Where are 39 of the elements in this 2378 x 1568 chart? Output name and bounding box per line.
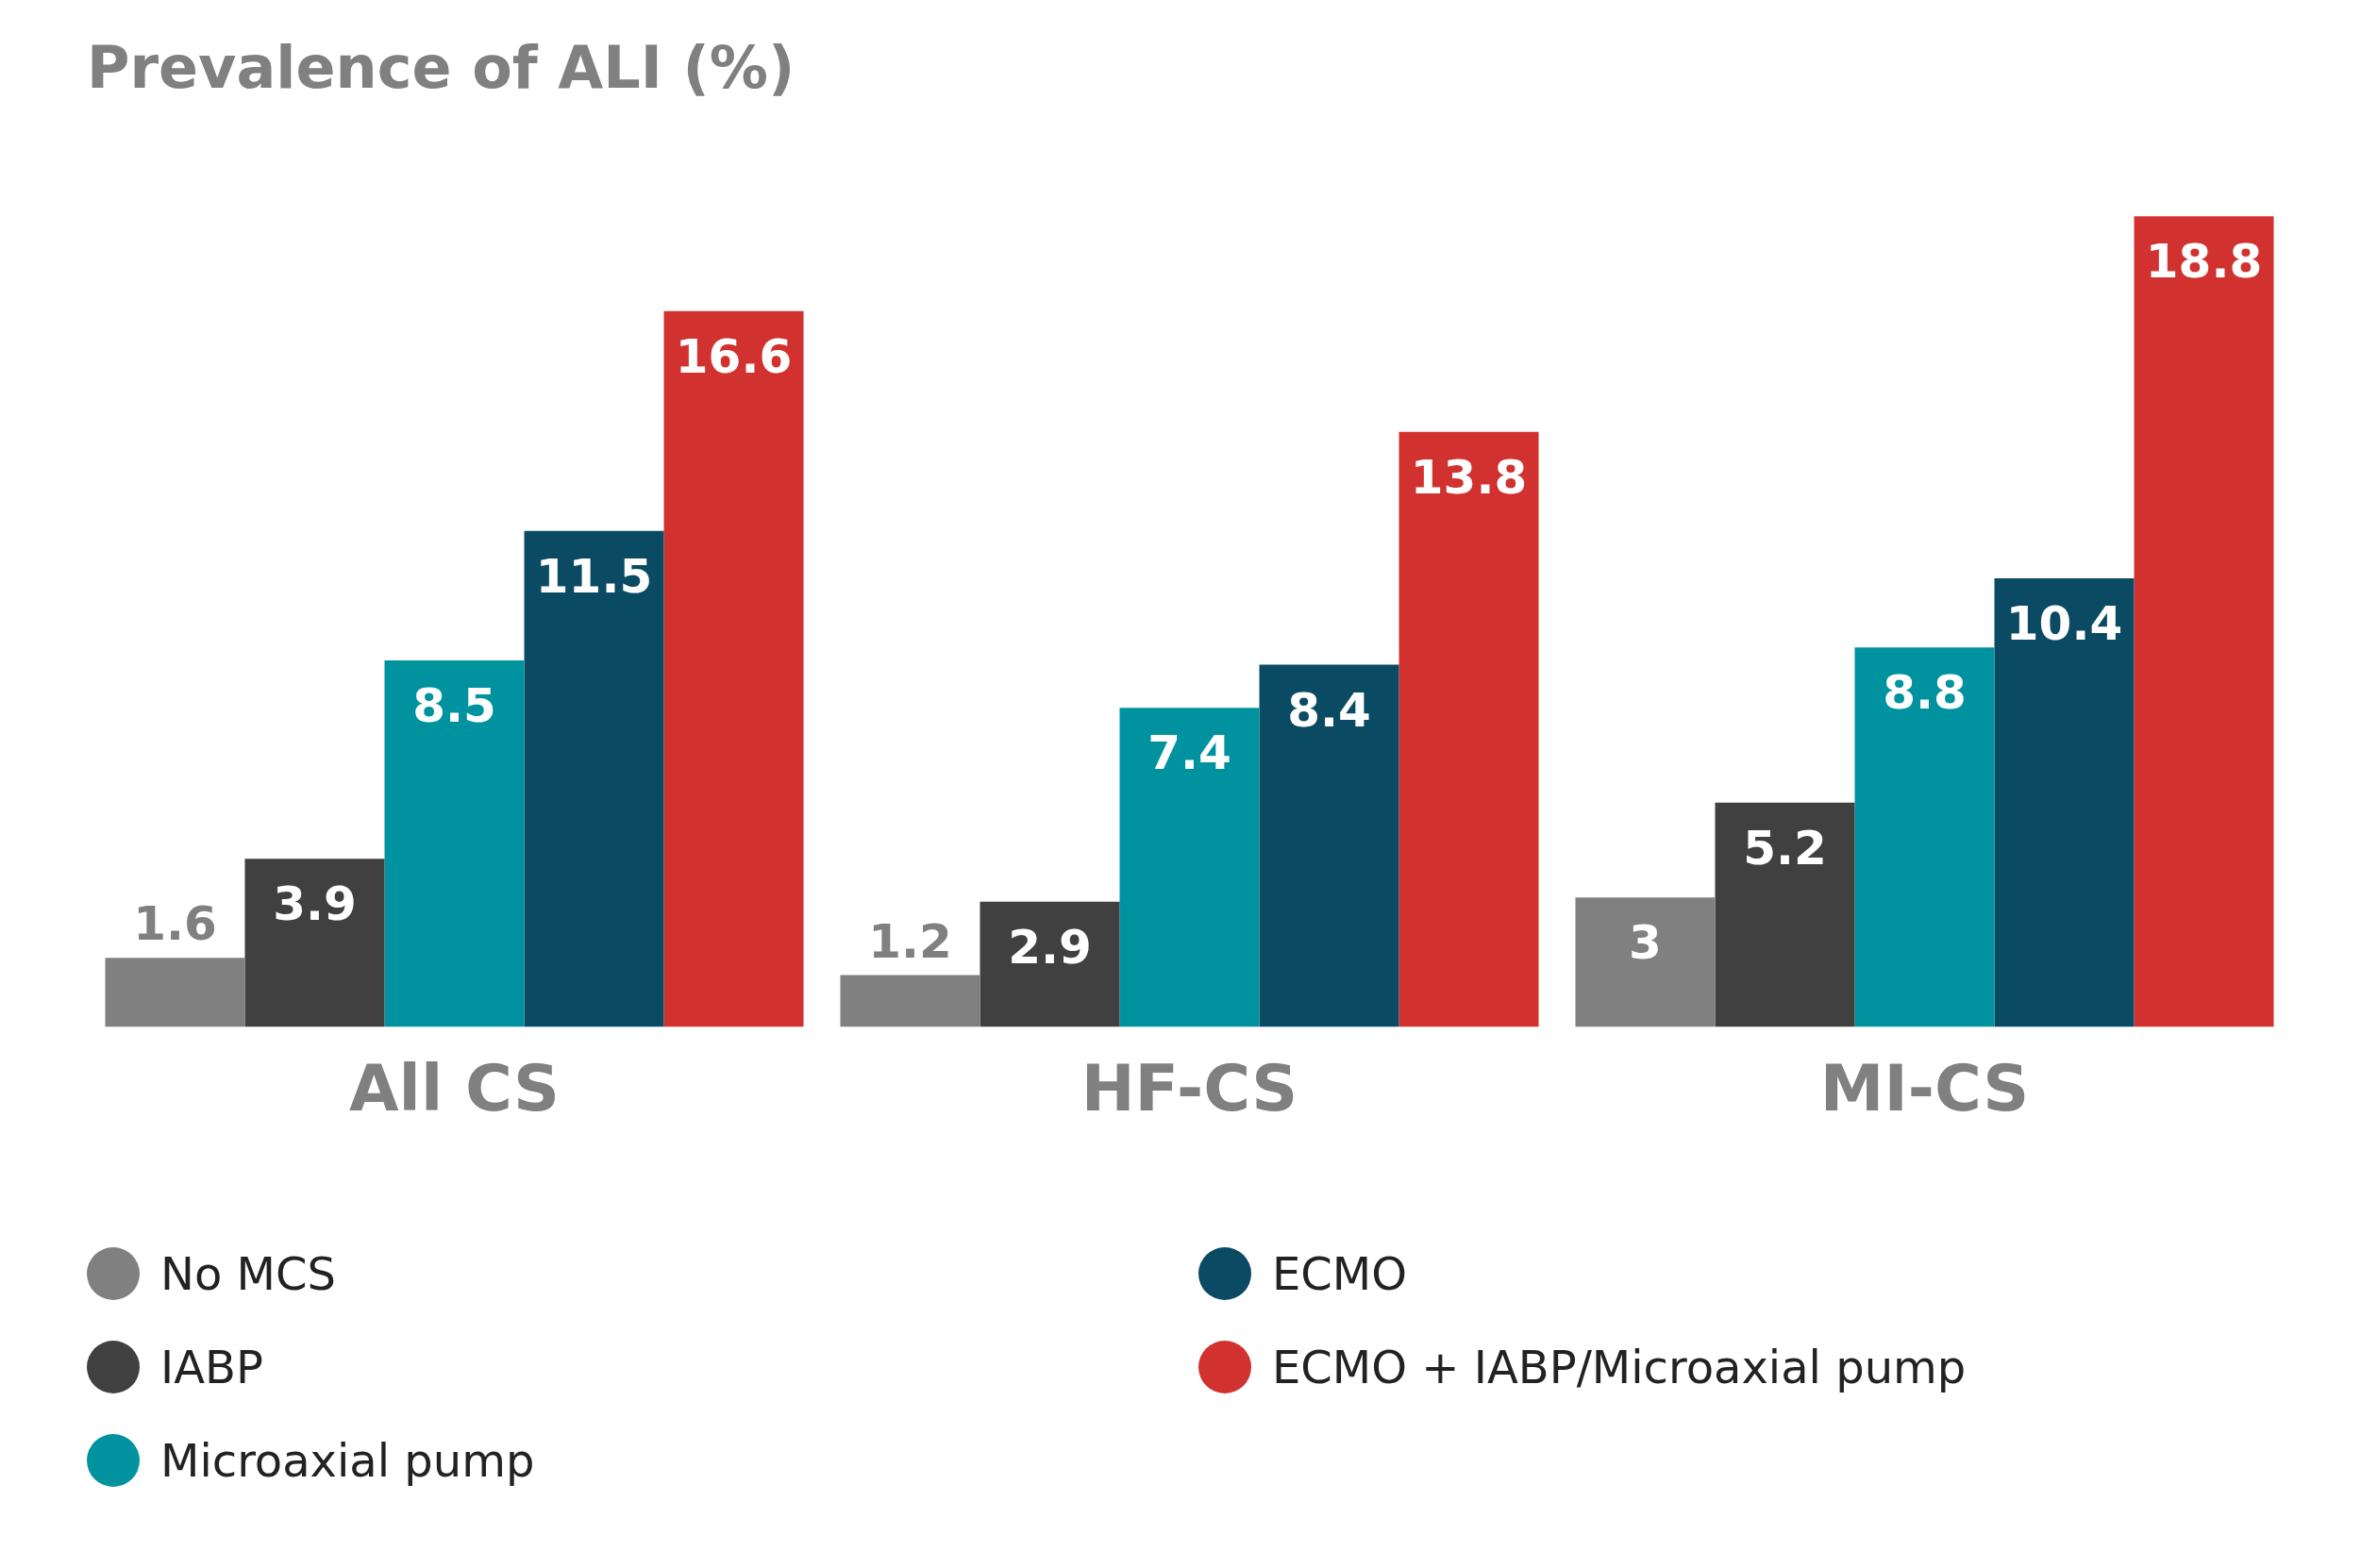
legend-label: ECMO [1272, 1246, 1408, 1300]
data-label: 8.5 [412, 677, 496, 733]
legend-label: IABP [160, 1340, 263, 1393]
data-label: 1.2 [868, 913, 952, 969]
bar [1715, 802, 1855, 1027]
data-label: 13.8 [1410, 449, 1528, 505]
bar [1259, 664, 1399, 1027]
bar [1575, 897, 1716, 1027]
data-label: 7.4 [1147, 726, 1231, 781]
bar [105, 958, 245, 1027]
x-tick-label: HF-CS [1080, 1050, 1298, 1126]
bar [2134, 216, 2274, 1027]
chart-title: Prevalence of ALI (%) [87, 33, 795, 103]
bar [840, 975, 980, 1027]
data-label: 10.4 [2005, 596, 2123, 652]
bar [980, 901, 1120, 1027]
data-label: 18.8 [2145, 234, 2263, 290]
bar [1119, 708, 1260, 1027]
bar [1854, 647, 1995, 1027]
data-label: 11.5 [535, 548, 653, 604]
data-label: 16.6 [675, 328, 793, 384]
data-label: 5.2 [1743, 820, 1827, 876]
x-tick-label: All CS [348, 1050, 561, 1126]
data-label: 8.8 [1883, 665, 1967, 721]
bar [244, 859, 385, 1027]
data-label: 3 [1629, 915, 1662, 971]
bar [663, 310, 804, 1027]
legend-label: No MCS [160, 1246, 336, 1300]
legend-label: Microaxial pump [160, 1433, 535, 1487]
legend-label: ECMO + IABP/Microaxial pump [1272, 1340, 1967, 1393]
data-label: 3.9 [273, 876, 357, 932]
data-label: 8.4 [1287, 682, 1371, 738]
bar [524, 530, 664, 1027]
data-label: 1.6 [133, 896, 217, 952]
x-tick-label: MI-CS [1819, 1050, 2030, 1126]
bar [384, 659, 525, 1027]
bar [1994, 578, 2135, 1027]
data-label: 2.9 [1008, 919, 1092, 975]
bar [1398, 431, 1539, 1027]
